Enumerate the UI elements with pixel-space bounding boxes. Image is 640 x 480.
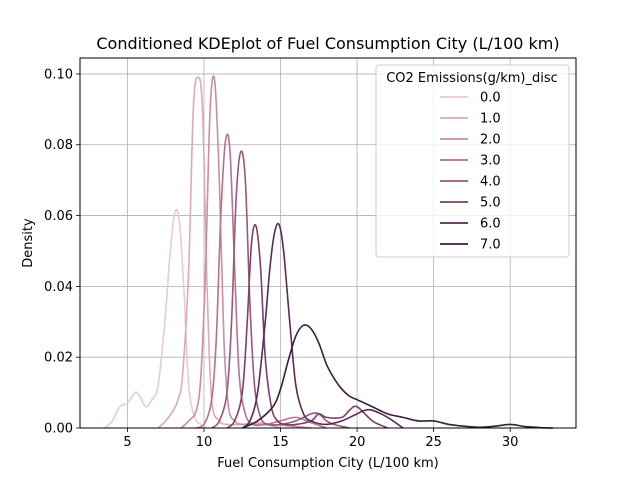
y-tick-label: 0.10 xyxy=(44,67,73,82)
y-tick-label: 0.06 xyxy=(44,209,73,224)
series-line-0-0 xyxy=(103,208,208,429)
series-line-1-0 xyxy=(157,76,281,429)
x-tick-label: 15 xyxy=(272,435,289,450)
legend: CO2 Emissions(g/km)_disc 0.0 1.0 2.0 3.0 4.0… xyxy=(375,64,570,258)
x-tick-label: 5 xyxy=(123,435,131,450)
legend-label: 7.0 xyxy=(480,238,501,253)
legend-label: 4.0 xyxy=(480,175,501,190)
x-axis-title: Fuel Consumption City (L/100 km) xyxy=(217,456,439,471)
legend-title: CO2 Emissions(g/km)_disc xyxy=(386,71,558,86)
series-line-2-0 xyxy=(180,75,312,429)
y-axis-title: Density xyxy=(21,218,36,268)
series-line-3-0 xyxy=(196,133,327,429)
chart-title: Conditioned KDEplot of Fuel Consumption … xyxy=(96,34,559,53)
series-line-5-0 xyxy=(226,223,389,429)
series-line-7-0 xyxy=(241,324,554,429)
legend-label: 6.0 xyxy=(480,217,501,232)
legend-items: 0.0 1.0 2.0 3.0 4.0 5.0 6.0 7.0 xyxy=(440,91,501,253)
legend-label: 0.0 xyxy=(480,91,501,106)
legend-label: 2.0 xyxy=(480,133,501,148)
legend-label: 3.0 xyxy=(480,154,501,169)
legend-box xyxy=(375,64,570,258)
legend-label: 5.0 xyxy=(480,196,501,211)
legend-label: 1.0 xyxy=(480,112,501,127)
series-line-6-0 xyxy=(241,222,404,429)
x-tick-label: 10 xyxy=(196,435,213,450)
plot-frame xyxy=(79,57,577,429)
x-tick-label: 25 xyxy=(425,435,442,450)
y-tick-label: 0.04 xyxy=(44,280,73,295)
y-tick-label: 0.08 xyxy=(44,138,73,153)
y-axis-ticks: 0.00 0.02 0.04 0.06 0.08 0.10 xyxy=(44,67,80,437)
y-tick-label: 0.02 xyxy=(44,351,73,366)
y-tick-label: 0.00 xyxy=(44,422,73,437)
x-tick-label: 20 xyxy=(349,435,366,450)
x-tick-label: 30 xyxy=(502,435,519,450)
series-lines xyxy=(103,75,554,429)
x-axis-ticks: 5 10 15 20 25 30 xyxy=(123,428,518,450)
